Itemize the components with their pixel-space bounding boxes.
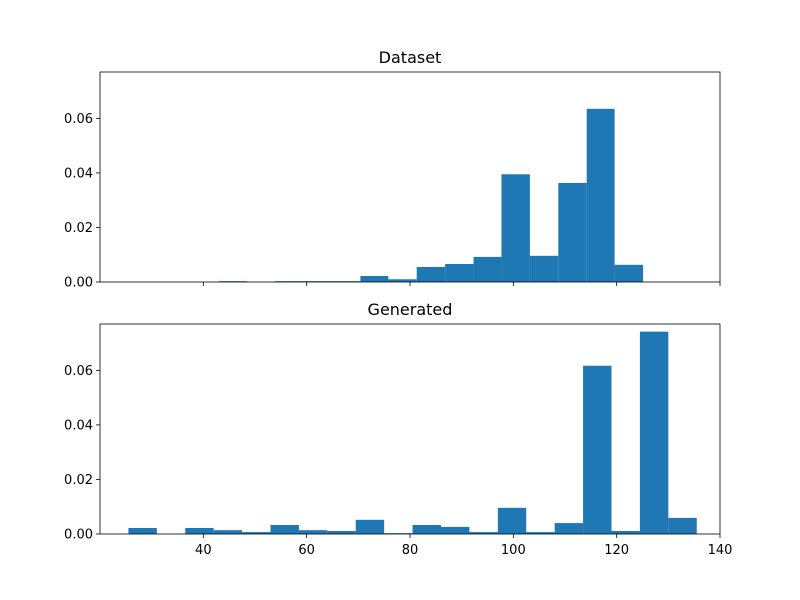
generated-y-axis: 0.00 0.02 0.04 0.06 [64, 364, 100, 543]
generated-xtick-label-4: 120 [604, 543, 629, 558]
generated-bar-8 [384, 533, 413, 534]
dataset-ytick-label-1: 0.02 [64, 221, 93, 236]
generated-x-axis: 40 60 80 100 120 140 [195, 534, 732, 558]
generated-bar-1 [185, 528, 214, 534]
dataset-x-axis [202, 282, 721, 286]
generated-axes-frame [99, 323, 721, 535]
generated-bar-17 [639, 331, 669, 534]
generated-bar-15 [583, 365, 612, 534]
generated-bar-2 [213, 530, 243, 534]
dataset-bar-6 [416, 267, 446, 282]
generated-bar-0 [128, 528, 157, 534]
generated-bars [128, 331, 697, 534]
dataset-bar-7 [445, 264, 474, 282]
dataset-bar-9 [501, 174, 530, 282]
generated-bar-7 [355, 519, 385, 534]
dataset-ytick-label-0: 0.00 [64, 276, 93, 291]
generated-ytick-label-3: 0.06 [64, 364, 93, 379]
dataset-ytick-label-3: 0.06 [64, 112, 93, 127]
dataset-bar-8 [473, 256, 502, 282]
generated-bar-9 [412, 525, 441, 534]
dataset-bar-0 [218, 281, 248, 282]
dataset-bar-12 [586, 108, 615, 283]
generated-xtick-label-0: 40 [195, 543, 212, 558]
dataset-bar-10 [529, 255, 559, 282]
dataset-bar-1 [275, 281, 304, 282]
generated-ytick-label-2: 0.04 [64, 418, 93, 433]
generated-bar-6 [327, 531, 356, 534]
generated-ytick-label-0: 0.00 [64, 528, 93, 543]
generated-title: Generated [368, 300, 453, 319]
dataset-panel: Dataset 0.00 0.02 0.04 0.06 [64, 48, 721, 291]
generated-ytick-label-1: 0.02 [64, 473, 93, 488]
dataset-bar-5 [388, 279, 417, 282]
generated-panel: Generated 0.00 0.02 0.04 0.06 40 60 80 100 120 1… [64, 300, 732, 558]
generated-bar-3 [242, 532, 271, 534]
dataset-bar-11 [558, 183, 587, 282]
generated-bar-13 [526, 532, 555, 534]
generated-xtick-label-5: 140 [708, 543, 733, 558]
dataset-axes-frame [99, 71, 721, 283]
dataset-title: Dataset [379, 48, 442, 67]
dataset-ytick-label-2: 0.04 [64, 166, 93, 181]
dataset-bar-13 [614, 264, 644, 282]
generated-bar-14 [554, 523, 584, 534]
generated-xtick-label-3: 100 [501, 543, 526, 558]
generated-xtick-label-1: 60 [298, 543, 315, 558]
dataset-bars [218, 108, 644, 283]
dataset-y-axis: 0.00 0.02 0.04 0.06 [64, 112, 100, 291]
dataset-bar-2 [303, 281, 332, 282]
generated-bar-4 [270, 525, 299, 534]
generated-bar-11 [469, 532, 498, 534]
dataset-bar-3 [331, 281, 361, 282]
generated-xtick-label-2: 80 [402, 543, 419, 558]
generated-bar-10 [441, 526, 470, 534]
dataset-bar-4 [360, 276, 389, 282]
generated-bar-16 [611, 531, 640, 534]
generated-bar-5 [298, 530, 328, 534]
generated-bar-12 [497, 507, 527, 534]
generated-bar-18 [668, 517, 697, 534]
